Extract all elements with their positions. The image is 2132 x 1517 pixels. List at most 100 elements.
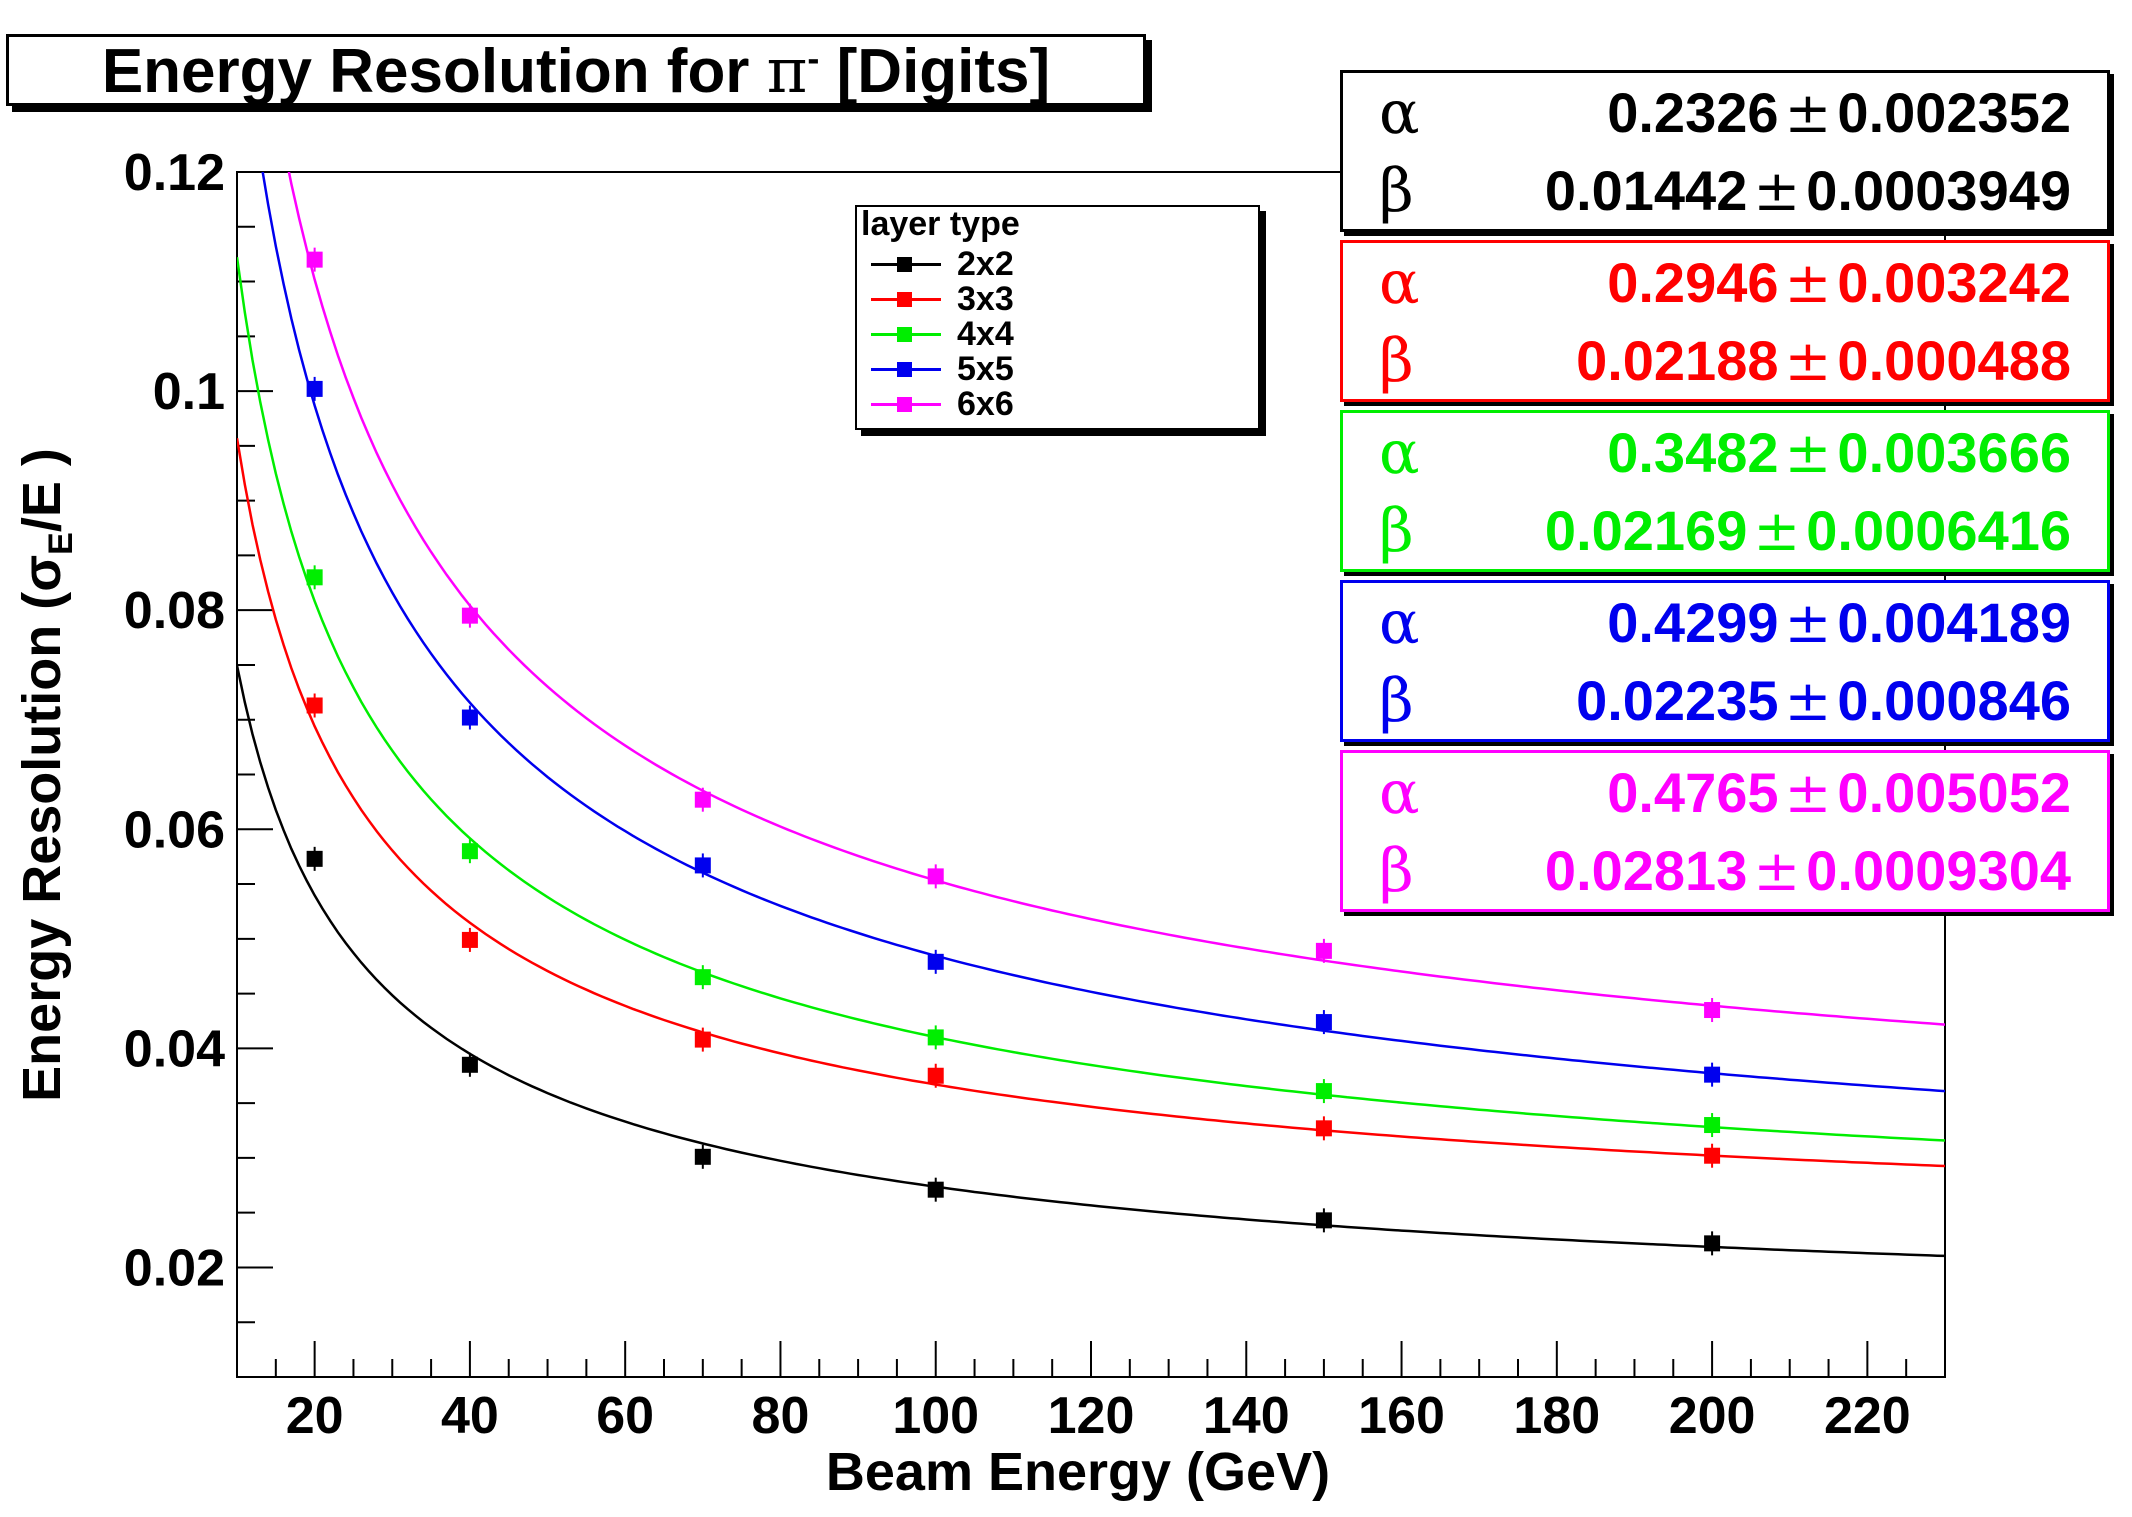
beta-symbol: β [1379, 666, 1414, 736]
beta-symbol: β [1379, 496, 1414, 566]
data-point-6x6 [461, 607, 478, 624]
data-point-2x2 [461, 1056, 478, 1073]
y-axis-label-part: Energy Resolution (σ [12, 555, 72, 1102]
beta-error: 0.0009304 [1806, 839, 2071, 902]
fit-stat-row-alpha: α 0.4765 ±0.005052 [1343, 753, 2107, 833]
data-point-3x3 [306, 697, 323, 714]
fit-stat-row-beta: β 0.02235 ±0.000846 [1343, 661, 2107, 741]
data-point-3x3 [1704, 1147, 1721, 1164]
plus-minus-sign: ± [1753, 839, 1801, 904]
legend-item: 3x3 [857, 280, 1258, 318]
legend-marker [897, 397, 912, 412]
legend-title: layer type [861, 205, 1020, 243]
legend-item: 4x4 [857, 315, 1258, 353]
plus-minus-sign: ± [1784, 251, 1832, 316]
fit-stat-row-alpha: α 0.3482 ±0.003666 [1343, 413, 2107, 493]
plus-minus-sign: ± [1753, 159, 1801, 224]
beta-symbol: β [1379, 326, 1414, 396]
y-axis-label-part: /E ) [12, 448, 72, 532]
data-point-2x2 [1704, 1235, 1721, 1252]
fit-curve-3x3 [237, 437, 1945, 1168]
alpha-symbol: α [1379, 588, 1420, 658]
data-point-2x2 [694, 1148, 711, 1165]
data-point-2x2 [1315, 1212, 1332, 1229]
y-tick-label: 0.02 [124, 1239, 225, 1297]
y-tick-label: 0.04 [124, 1020, 225, 1078]
data-point-6x6 [927, 868, 944, 885]
legend-marker [897, 327, 912, 342]
fit-stats-box-5x5: α 0.4299 ±0.004189 β 0.02235 ±0.000846 [1340, 580, 2110, 742]
x-tick-label: 60 [596, 1387, 654, 1445]
data-point-4x4 [694, 969, 711, 986]
x-tick-label: 140 [1203, 1387, 1290, 1445]
x-tick-label: 180 [1513, 1387, 1600, 1445]
data-point-6x6 [1704, 1002, 1721, 1019]
alpha-estimate: 0.2946 [1607, 251, 1779, 314]
alpha-error: 0.003242 [1837, 251, 2071, 314]
legend-marker [897, 362, 912, 377]
x-tick-label: 20 [286, 1387, 344, 1445]
beta-error: 0.000488 [1837, 329, 2071, 392]
beta-error: 0.000846 [1837, 669, 2071, 732]
plus-minus-sign: ± [1753, 499, 1801, 564]
legend-label: 6x6 [957, 385, 1014, 423]
data-point-4x4 [927, 1029, 944, 1046]
data-point-5x5 [1704, 1066, 1721, 1083]
plus-minus-sign: ± [1784, 591, 1832, 656]
x-tick-label: 100 [892, 1387, 979, 1445]
data-point-5x5 [306, 380, 323, 397]
y-tick-label: 0.1 [153, 363, 225, 421]
plus-minus-sign: ± [1784, 329, 1832, 394]
x-tick-label: 40 [441, 1387, 499, 1445]
beta-estimate: 0.02188 [1576, 329, 1779, 392]
alpha-error: 0.003666 [1837, 421, 2071, 484]
plus-minus-sign: ± [1784, 81, 1832, 146]
data-point-6x6 [1315, 942, 1332, 959]
data-point-6x6 [694, 791, 711, 808]
legend-item: 2x2 [857, 245, 1258, 283]
fit-curve-5x5 [261, 172, 1945, 1093]
alpha-symbol: α [1379, 758, 1420, 828]
legend: layer type 2x2 3x3 4x4 5x5 6x6 [855, 205, 1260, 430]
beta-value: 0.02169 ±0.0006416 [1545, 491, 2071, 572]
x-tick-label: 220 [1824, 1387, 1911, 1445]
data-point-3x3 [1315, 1120, 1332, 1137]
alpha-value: 0.2946 ±0.003242 [1607, 243, 2071, 324]
x-tick-label: 80 [752, 1387, 810, 1445]
y-axis-label-subscript: E [42, 532, 80, 555]
fit-curve-4x4 [237, 257, 1945, 1142]
data-point-5x5 [461, 709, 478, 726]
alpha-value: 0.4765 ±0.005052 [1607, 753, 2071, 834]
data-point-6x6 [306, 251, 323, 268]
beta-estimate: 0.02235 [1576, 669, 1779, 732]
y-axis-label: Energy Resolution (σE/E ) [12, 448, 80, 1102]
fit-stats-box-3x3: α 0.2946 ±0.003242 β 0.02188 ±0.000488 [1340, 240, 2110, 402]
alpha-error: 0.004189 [1837, 591, 2071, 654]
beta-error: 0.0006416 [1806, 499, 2071, 562]
beta-estimate: 0.02169 [1544, 499, 1748, 562]
beta-error: 0.0003949 [1806, 159, 2071, 222]
fit-stat-row-alpha: α 0.4299 ±0.004189 [1343, 583, 2107, 663]
data-point-4x4 [461, 843, 478, 860]
alpha-value: 0.4299 ±0.004189 [1607, 583, 2071, 664]
alpha-symbol: α [1379, 248, 1420, 318]
fit-stat-row-alpha: α 0.2326 ±0.002352 [1343, 73, 2107, 153]
alpha-value: 0.3482 ±0.003666 [1607, 413, 2071, 494]
fit-stat-row-beta: β 0.02169 ±0.0006416 [1343, 491, 2107, 571]
legend-marker [897, 257, 912, 272]
legend-marker [897, 292, 912, 307]
y-tick-label: 0.06 [124, 801, 225, 859]
alpha-symbol: α [1379, 78, 1420, 148]
fit-stat-row-alpha: α 0.2946 ±0.003242 [1343, 243, 2107, 323]
y-tick-label: 0.12 [124, 144, 225, 202]
data-point-4x4 [1315, 1083, 1332, 1100]
legend-item: 5x5 [857, 350, 1258, 388]
fit-stats-box-4x4: α 0.3482 ±0.003666 β 0.02169 ±0.0006416 [1340, 410, 2110, 572]
data-point-5x5 [927, 953, 944, 970]
legend-item: 6x6 [857, 385, 1258, 423]
beta-estimate: 0.02813 [1544, 839, 1748, 902]
alpha-estimate: 0.4299 [1607, 591, 1779, 654]
alpha-value: 0.2326 ±0.002352 [1607, 73, 2071, 154]
alpha-symbol: α [1379, 418, 1420, 488]
